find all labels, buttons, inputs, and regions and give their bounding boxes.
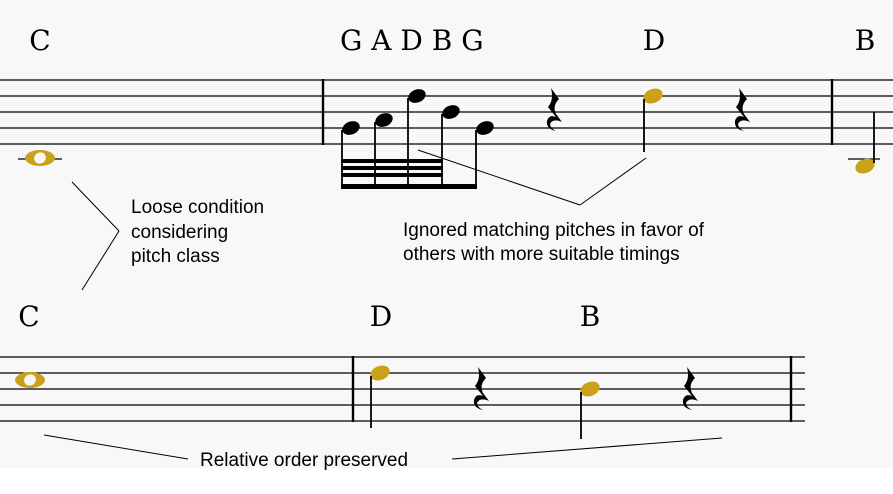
- top-label-c: C: [29, 24, 50, 57]
- quarter-note-icon: [855, 158, 875, 174]
- quarter-rest-icon: [682, 367, 698, 410]
- annotation-ignored-pitches: Ignored matching pitches in favor of oth…: [403, 149, 705, 265]
- quarter-rest-icon: [546, 88, 562, 131]
- sixteenth-note-group-icon: [341, 89, 494, 189]
- annotation-line: Loose condition: [131, 197, 264, 218]
- annotation-text: Relative order preserved: [200, 450, 408, 471]
- bottom-whole-note-c: [15, 372, 45, 388]
- quarter-rest-icon: [734, 88, 750, 131]
- quarter-note-icon: [643, 88, 663, 104]
- top-label-b: B: [855, 24, 876, 57]
- top-quarter-note-d: [643, 88, 663, 152]
- bottom-label-d: D: [370, 300, 392, 333]
- annotation-line: pitch class: [131, 246, 220, 267]
- annotation-loose-condition: Loose condition considering pitch class: [71, 181, 264, 291]
- annotation-relative-order: Relative order preserved: [43, 434, 723, 471]
- annotation-line: others with more suitable timings: [403, 244, 680, 265]
- bottom-label-c: C: [18, 300, 39, 333]
- top-whole-note-c: [18, 150, 62, 166]
- quarter-note-icon: [370, 365, 390, 381]
- top-quarter-note-b: [848, 112, 880, 174]
- annotation-line: considering: [131, 222, 228, 243]
- bottom-quarter-note-b: [580, 381, 600, 439]
- quarter-note-icon: [580, 381, 600, 397]
- diagram-background: [0, 0, 893, 468]
- bottom-staff: [0, 356, 805, 422]
- bottom-label-b: B: [580, 300, 601, 333]
- annotation-line: Ignored matching pitches in favor of: [403, 220, 705, 241]
- quarter-rest-icon: [473, 367, 489, 410]
- top-label-gadbg: G A D B G: [340, 24, 484, 57]
- top-label-d: D: [643, 24, 665, 57]
- bottom-quarter-note-d: [370, 365, 390, 428]
